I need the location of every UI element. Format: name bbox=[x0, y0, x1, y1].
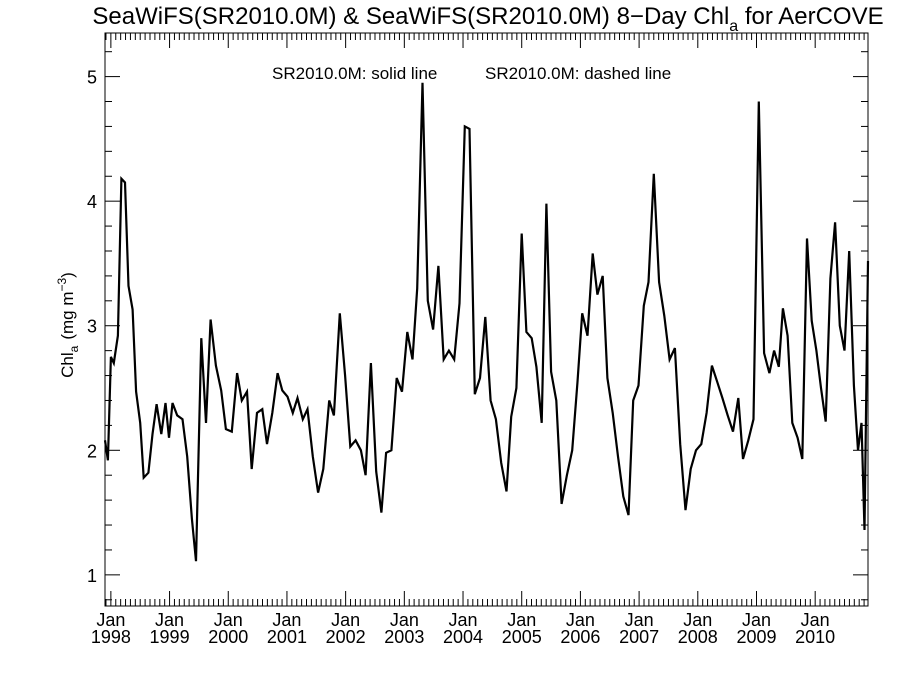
x-tick-label-month: Jan bbox=[214, 610, 243, 630]
axis-tick-labels: 12345Jan1998Jan1999Jan2000Jan2001Jan2002… bbox=[87, 68, 835, 647]
y-tick-label: 5 bbox=[87, 68, 97, 88]
x-tick-label-month: Jan bbox=[742, 610, 771, 630]
legend-dashed-label: SR2010.0M: dashed line bbox=[485, 64, 671, 83]
x-tick-label-year: 2010 bbox=[795, 627, 835, 647]
x-tick-label-year: 1999 bbox=[150, 627, 190, 647]
x-tick-label-year: 2007 bbox=[619, 627, 659, 647]
y-axis-label-units-exp: −3 bbox=[55, 277, 69, 291]
legend: SR2010.0M: solid line SR2010.0M: dashed … bbox=[272, 64, 671, 83]
axis-ticks bbox=[105, 33, 868, 606]
y-tick-label: 3 bbox=[87, 317, 97, 337]
y-axis-label: Chla (mg m−3) bbox=[55, 272, 81, 378]
x-tick-label-year: 1998 bbox=[91, 627, 131, 647]
x-tick-label-year: 2006 bbox=[560, 627, 600, 647]
chart-title-subscript: a bbox=[729, 18, 738, 35]
y-tick-label: 4 bbox=[87, 192, 97, 212]
x-tick-label-year: 2005 bbox=[502, 627, 542, 647]
y-axis-label-main: Chl bbox=[58, 352, 77, 378]
x-tick-label-month: Jan bbox=[96, 610, 125, 630]
chart-title-text: SeaWiFS(SR2010.0M) & SeaWiFS(SR2010.0M) … bbox=[92, 3, 883, 35]
x-tick-label-month: Jan bbox=[272, 610, 301, 630]
x-tick-label-year: 2003 bbox=[384, 627, 424, 647]
x-tick-label-month: Jan bbox=[155, 610, 184, 630]
data-series bbox=[103, 82, 870, 562]
x-tick-label-month: Jan bbox=[390, 610, 419, 630]
chart-title-suffix: for AerCOVE bbox=[738, 3, 883, 30]
x-tick-label-year: 2001 bbox=[267, 627, 307, 647]
x-tick-label-month: Jan bbox=[625, 610, 654, 630]
series-line-solid bbox=[103, 82, 870, 562]
x-tick-label-month: Jan bbox=[566, 610, 595, 630]
y-axis-label-text: Chla (mg m−3) bbox=[55, 272, 81, 378]
x-tick-label-month: Jan bbox=[683, 610, 712, 630]
y-tick-label: 2 bbox=[87, 441, 97, 461]
legend-solid-label: SR2010.0M: solid line bbox=[272, 64, 437, 83]
x-tick-label-year: 2009 bbox=[736, 627, 776, 647]
y-axis-label-units-close: ) bbox=[58, 272, 77, 278]
x-tick-label-month: Jan bbox=[507, 610, 536, 630]
chart-title-main: SeaWiFS(SR2010.0M) & SeaWiFS(SR2010.0M) … bbox=[92, 3, 729, 30]
chart-title: SeaWiFS(SR2010.0M) & SeaWiFS(SR2010.0M) … bbox=[92, 3, 883, 35]
y-axis-label-subscript: a bbox=[67, 345, 81, 352]
x-tick-label-year: 2004 bbox=[443, 627, 483, 647]
y-tick-label: 1 bbox=[87, 566, 97, 586]
x-tick-label-year: 2002 bbox=[326, 627, 366, 647]
x-tick-label-month: Jan bbox=[449, 610, 478, 630]
y-axis-label-units: (mg m bbox=[58, 291, 77, 339]
x-tick-label-month: Jan bbox=[801, 610, 830, 630]
x-tick-label-month: Jan bbox=[331, 610, 360, 630]
x-tick-label-year: 2000 bbox=[208, 627, 248, 647]
x-tick-label-year: 2008 bbox=[678, 627, 718, 647]
